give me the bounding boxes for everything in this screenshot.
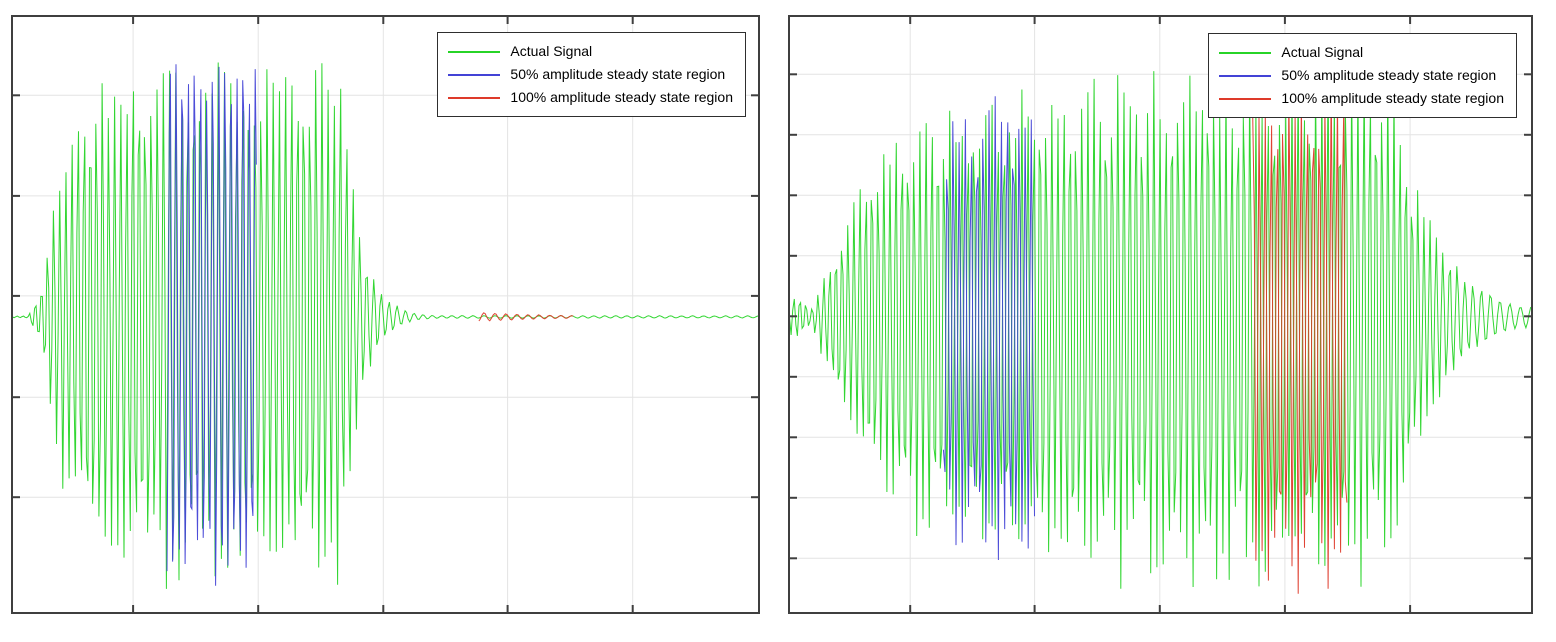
legend-line-sample-red xyxy=(448,96,501,99)
legend-label: Actual Signal xyxy=(1281,44,1364,60)
legend-item-actual-signal: Actual Signal xyxy=(448,40,733,63)
legend-label: 100% amplitude steady state region xyxy=(510,89,733,105)
legend-label: 50% amplitude steady state region xyxy=(1281,67,1497,83)
right-plot-legend: Actual Signal 50% amplitude steady state… xyxy=(1208,33,1517,118)
legend-line-sample-blue xyxy=(448,73,501,76)
legend-line-sample-red xyxy=(1219,97,1272,100)
legend-line-sample-green xyxy=(1219,51,1272,54)
right-plot-canvas xyxy=(788,15,1533,614)
legend-label: 100% amplitude steady state region xyxy=(1281,90,1504,106)
legend-item-100-amplitude: 100% amplitude steady state region xyxy=(448,86,733,109)
legend-line-sample-green xyxy=(448,50,501,53)
legend-label: Actual Signal xyxy=(510,43,593,59)
left-plot-canvas xyxy=(11,15,760,614)
legend-item-50-amplitude: 50% amplitude steady state region xyxy=(448,63,733,86)
left-plot: Actual Signal 50% amplitude steady state… xyxy=(11,15,760,614)
left-plot-legend: Actual Signal 50% amplitude steady state… xyxy=(437,32,746,117)
legend-item-actual-signal: Actual Signal xyxy=(1219,41,1504,64)
legend-item-50-amplitude: 50% amplitude steady state region xyxy=(1219,64,1504,87)
legend-line-sample-blue xyxy=(1219,74,1272,77)
legend-label: 50% amplitude steady state region xyxy=(510,66,726,82)
right-plot: Actual Signal 50% amplitude steady state… xyxy=(788,15,1533,614)
legend-item-100-amplitude: 100% amplitude steady state region xyxy=(1219,87,1504,110)
